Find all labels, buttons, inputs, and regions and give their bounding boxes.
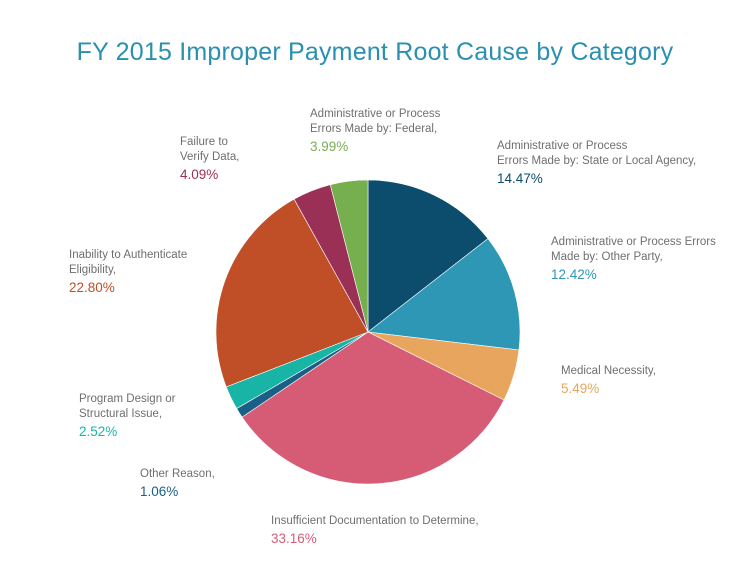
- pie-slice-3: [241, 331, 505, 485]
- label-inability-to-authenticate: Inability to Authenticate Eligibility, 2…: [69, 249, 188, 295]
- chart-title: FY 2015 Improper Payment Root Cause by C…: [76, 38, 674, 66]
- label-failure-to-verify: Failure to Verify Data, 4.09%: [180, 136, 240, 182]
- label-other-reason: Other Reason, 1.06%: [140, 468, 215, 499]
- label-other-party: Administrative or Process Errors Made by…: [551, 236, 716, 282]
- label-medical-necessity: Medical Necessity, 5.49%: [561, 365, 657, 396]
- pie-slice-6: [215, 198, 369, 388]
- pie-slice-0: [367, 179, 489, 333]
- pie-slice-8: [329, 179, 369, 333]
- pie-slice-1: [367, 238, 521, 351]
- label-insufficient-documentation: Insufficient Documentation to Determine,…: [271, 515, 479, 546]
- label-state-local-agency: Administrative or Process Errors Made by…: [497, 140, 697, 186]
- label-program-design: Program Design or Structural Issue, 2.52…: [79, 393, 176, 439]
- label-federal: Administrative or Process Errors Made by…: [310, 108, 441, 154]
